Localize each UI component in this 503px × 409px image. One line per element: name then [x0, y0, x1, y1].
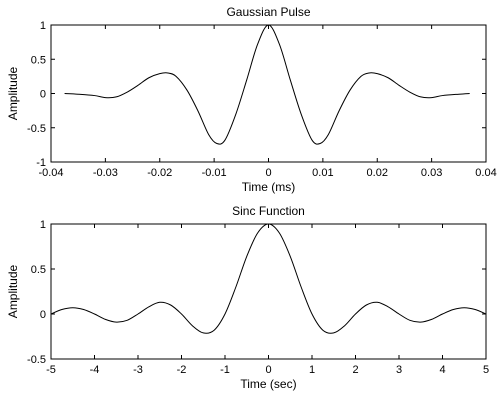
gaussian-pulse-chart: Gaussian Pulse -0.04 -0.03 -0.02 -0.01 0 0.01 0…	[6, 5, 497, 194]
y-tick-label: 0.5	[31, 264, 46, 276]
y-tick-label: 1	[40, 219, 46, 231]
x-tick-label: 0.04	[475, 167, 496, 179]
plot-area	[50, 24, 487, 163]
x-tick-label: 0.03	[421, 167, 442, 179]
y-axis-label: Amplitude	[6, 67, 20, 121]
x-tick-label: -5	[46, 364, 56, 376]
series-line	[50, 223, 487, 334]
x-tick-label: -0.03	[93, 167, 118, 179]
x-tick-label: -4	[90, 364, 100, 376]
x-axis-label: Time (ms)	[242, 180, 296, 194]
y-tick-label: -1	[36, 157, 46, 169]
chart-title: Sinc Function	[232, 204, 305, 218]
chart-title: Gaussian Pulse	[226, 5, 310, 19]
y-tick-label: 0.5	[31, 54, 46, 66]
x-tick-label: -0.04	[38, 167, 63, 179]
sinc-function-chart: Sinc Function -5 -4 -3 -2 -1 0 1 2 3 4 5 -0.5 0 0.5 1 Ti…	[6, 204, 489, 391]
y-tick-label: -0.5	[27, 123, 46, 135]
x-tick-label: 0.02	[367, 167, 388, 179]
series-line	[64, 24, 470, 145]
x-tick-label: 5	[483, 364, 489, 376]
y-tick-label: 1	[40, 20, 46, 32]
y-tick-label: 0	[40, 309, 46, 321]
x-tick-label: 1	[309, 364, 315, 376]
x-tick-label: -3	[133, 364, 143, 376]
y-tick-label: 0	[40, 89, 46, 101]
x-tick-label: 0	[265, 167, 271, 179]
x-axis-label: Time (sec)	[240, 377, 296, 391]
x-tick-label: 0.01	[312, 167, 333, 179]
x-tick-label: 0	[265, 364, 271, 376]
x-tick-label: -0.02	[147, 167, 172, 179]
x-tick-label: 2	[352, 364, 358, 376]
x-tick-label: 3	[396, 364, 402, 376]
x-tick-label: -1	[220, 364, 230, 376]
x-tick-label: -2	[177, 364, 187, 376]
y-tick-label: -0.5	[27, 354, 46, 366]
x-tick-label: -0.01	[202, 167, 227, 179]
x-tick-label: 4	[439, 364, 445, 376]
plot-area	[50, 223, 487, 360]
y-axis-label: Amplitude	[6, 265, 20, 319]
